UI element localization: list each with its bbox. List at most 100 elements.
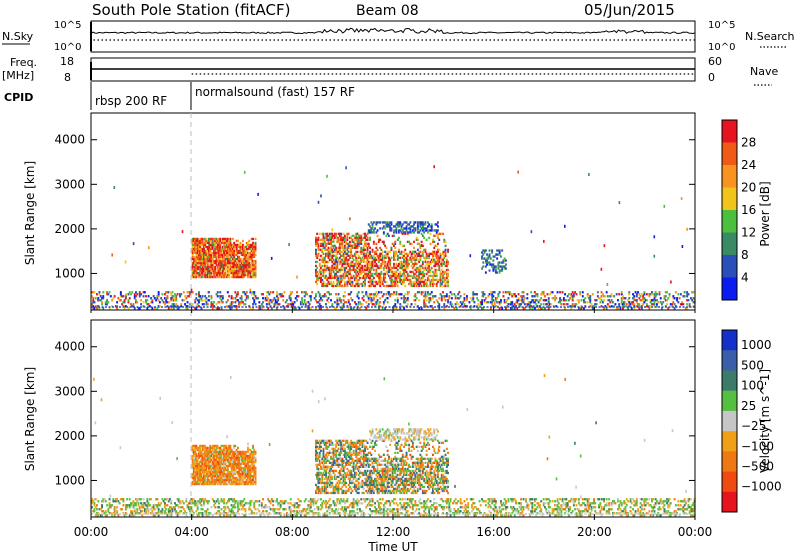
range-cell xyxy=(439,276,442,280)
range-cell xyxy=(288,297,291,300)
range-cell xyxy=(540,293,543,296)
range-cell xyxy=(429,280,432,284)
range-cell xyxy=(194,476,197,480)
range-cell xyxy=(321,256,324,259)
range-cell xyxy=(243,249,246,253)
range-cell xyxy=(208,251,210,255)
range-cell xyxy=(214,241,217,245)
range-cell xyxy=(379,246,382,249)
range-cell xyxy=(347,278,350,282)
range-cell xyxy=(198,267,200,271)
range-cell xyxy=(240,295,243,298)
range-cell xyxy=(418,268,421,272)
range-cell xyxy=(320,441,322,444)
range-cell xyxy=(252,271,254,275)
range-cell xyxy=(218,458,220,462)
range-cell xyxy=(404,256,407,259)
range-cell xyxy=(342,272,345,276)
range-cell xyxy=(198,470,200,474)
range-cell xyxy=(359,276,361,280)
range-cell xyxy=(244,267,247,271)
range-cell xyxy=(394,252,397,255)
range-cell xyxy=(320,305,322,308)
range-cell xyxy=(430,266,433,270)
range-cell xyxy=(444,248,447,251)
range-cell xyxy=(406,232,409,235)
range-cell xyxy=(186,295,189,298)
range-cell xyxy=(213,269,215,273)
range-cell xyxy=(215,247,218,251)
range-cell xyxy=(270,307,273,310)
range-cell xyxy=(415,284,418,288)
range-cell xyxy=(382,258,385,261)
range-cell xyxy=(372,231,375,234)
range-cell xyxy=(226,275,229,279)
range-cell xyxy=(326,459,329,462)
range-cell xyxy=(211,241,214,245)
range-cell xyxy=(445,272,448,276)
range-cell xyxy=(215,239,218,243)
range-cell xyxy=(119,293,122,296)
range-cell xyxy=(220,444,223,448)
range-cell xyxy=(351,262,354,266)
range-cell xyxy=(479,301,482,304)
range-cell xyxy=(174,293,176,296)
range-cell xyxy=(403,244,405,247)
range-cell xyxy=(371,280,374,284)
range-cell xyxy=(323,469,326,473)
range-cell xyxy=(400,231,403,234)
range-cell xyxy=(343,477,346,481)
range-cell xyxy=(192,478,195,482)
isolated-point xyxy=(653,235,656,239)
range-cell xyxy=(192,468,195,472)
range-cell xyxy=(325,248,327,251)
range-cell xyxy=(364,280,366,284)
range-cell xyxy=(198,474,200,478)
range-cell xyxy=(327,291,330,294)
range-cell xyxy=(341,473,344,477)
range-cell xyxy=(375,268,378,272)
range-cell xyxy=(648,293,651,296)
range-cell xyxy=(325,461,327,464)
range-cell xyxy=(218,273,220,277)
range-cell xyxy=(342,469,345,473)
range-cell xyxy=(350,262,353,266)
range-cell xyxy=(338,234,341,237)
range-cell xyxy=(230,454,233,458)
range-cell xyxy=(316,453,319,456)
range-cell xyxy=(192,239,195,243)
range-cell xyxy=(240,468,243,472)
range-cell xyxy=(326,252,329,255)
range-cell xyxy=(346,461,349,464)
range-cell xyxy=(420,291,423,294)
range-cell xyxy=(203,482,205,486)
range-cell xyxy=(651,299,653,302)
range-cell xyxy=(492,295,495,298)
range-cell xyxy=(254,480,257,484)
range-cell xyxy=(401,254,404,257)
range-cell xyxy=(216,255,219,259)
range-cell xyxy=(393,270,395,274)
range-cell xyxy=(231,297,234,300)
range-cell xyxy=(434,244,437,247)
range-cell xyxy=(113,295,116,298)
range-cell xyxy=(218,468,220,472)
range-cell xyxy=(458,291,461,294)
range-cell xyxy=(231,480,234,484)
range-cell xyxy=(409,231,412,234)
range-cell xyxy=(386,260,389,264)
range-cell xyxy=(547,301,550,304)
range-cell xyxy=(337,463,340,466)
range-cell xyxy=(244,259,247,263)
range-cell xyxy=(484,259,487,262)
range-cell xyxy=(198,462,200,466)
range-cell xyxy=(326,485,329,489)
range-cell xyxy=(676,297,678,300)
range-cell xyxy=(145,299,147,302)
range-cell xyxy=(547,307,550,310)
range-cell xyxy=(140,299,142,302)
range-cell xyxy=(96,307,98,310)
range-cell xyxy=(219,480,222,484)
range-cell xyxy=(428,254,431,257)
range-cell xyxy=(415,266,418,270)
